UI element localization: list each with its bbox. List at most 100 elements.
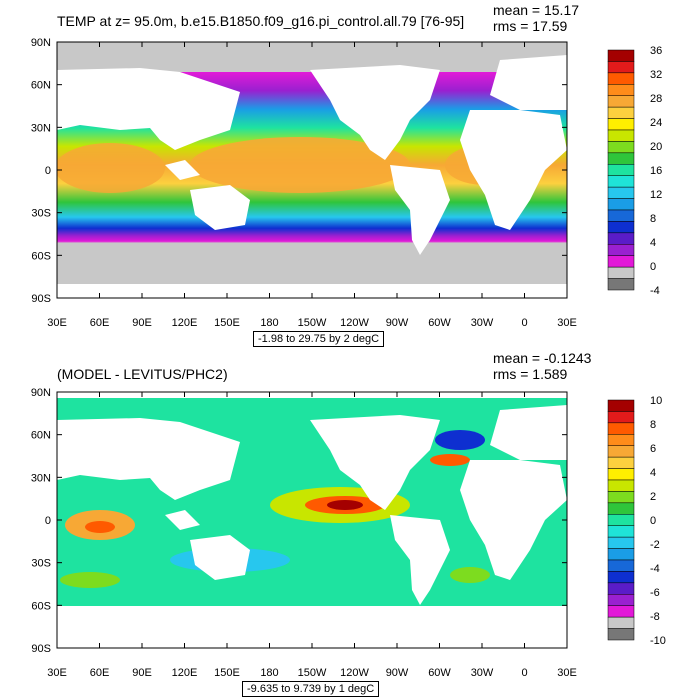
continent-africa: [460, 460, 567, 580]
bottom-panel-rms: rms = 1.589: [493, 366, 568, 382]
lat-tick-label: 60N: [31, 80, 51, 92]
colorbar-swatch: [607, 152, 635, 165]
colorbar-label: 0: [650, 515, 656, 527]
colorbar-swatch: [607, 164, 635, 176]
colorbar-swatch: [607, 141, 635, 154]
top-lat-axis: 90N 60N 30N 0 30S 60S 90S: [31, 37, 567, 305]
colorbar-swatch: [607, 548, 635, 561]
lon-tick-label: 30E: [557, 667, 577, 679]
continent-europe: [490, 405, 567, 460]
colorbar-swatch: [607, 198, 635, 211]
colorbar-swatch: [607, 594, 635, 606]
colorbar-swatch: [607, 525, 635, 538]
colorbar-label: 12: [650, 189, 662, 201]
lon-tick-label: 30W: [471, 667, 494, 679]
lat-tick-label: 60N: [31, 430, 51, 442]
continent-maritime-asia: [165, 510, 200, 530]
lat-tick-label: 90S: [31, 293, 51, 305]
colorbar-swatch: [607, 129, 635, 142]
bottom-panel-title: (MODEL - LEVITUS/PHC2): [57, 366, 228, 382]
lon-tick-label: 30E: [47, 317, 67, 329]
continent-eurasia-africa: [57, 68, 240, 150]
colorbar-swatch: [607, 479, 635, 492]
continent-eurasia-africa: [57, 418, 240, 500]
top-map-field: [57, 42, 567, 298]
colorbar-swatch: [607, 266, 635, 279]
lon-tick-label: 150W: [298, 317, 327, 329]
continent-africa: [460, 110, 567, 230]
lon-tick-label: 30E: [557, 317, 577, 329]
colorbar-swatch: [607, 278, 635, 291]
colorbar-swatch: [607, 422, 635, 435]
lon-tick-label: 60E: [90, 317, 110, 329]
colorbar-label: 0: [650, 261, 656, 273]
continent-south-america: [390, 165, 450, 255]
colorbar-swatch: [607, 95, 635, 108]
lon-tick-label: 150W: [298, 667, 327, 679]
lon-tick-label: 90W: [386, 317, 409, 329]
colorbar-label: -8: [650, 611, 660, 623]
lon-tick-label: 60W: [428, 317, 451, 329]
colorbar-label: -10: [650, 635, 666, 647]
colorbar-swatch: [607, 616, 635, 629]
lon-tick-label: 60W: [428, 667, 451, 679]
colorbar-swatch: [607, 49, 635, 62]
lat-tick-label: 0: [45, 515, 51, 527]
lat-tick-label: 30S: [31, 558, 51, 570]
colorbar-label: 6: [650, 443, 656, 455]
colorbar-label: -4: [650, 563, 660, 575]
colorbar-swatch: [607, 411, 635, 424]
bottom-panel-mean: mean = -0.1243: [493, 350, 592, 366]
continent-maritime-asia: [165, 160, 200, 180]
top-contour-range: -1.98 to 29.75 by 2 degC: [253, 331, 385, 347]
bottom-colorbar: 10 8 6 4 2 0 -2 -4 -6 -8 -10: [607, 395, 666, 647]
lon-tick-label: 150E: [214, 667, 240, 679]
colorbar-swatch: [607, 255, 635, 268]
colorbar-swatch: [607, 175, 635, 188]
colorbar-label: 8: [650, 419, 656, 431]
colorbar-label: 8: [650, 213, 656, 225]
colorbar-swatch: [607, 72, 635, 85]
continent-australia: [190, 535, 250, 580]
top-panel-title: TEMP at z= 95.0m, b.e15.B1850.f09_g16.pi…: [57, 13, 465, 29]
lat-tick-label: 60S: [31, 600, 51, 612]
colorbar-swatch: [607, 186, 635, 199]
top-lon-axis: 30E 60E 90E 120E 150E 180 150W 120W 90W 60W 30W 0 30…: [47, 42, 577, 329]
lon-tick-label: 120W: [340, 317, 369, 329]
colorbar-label: 4: [650, 237, 656, 249]
lat-tick-label: 30N: [31, 122, 51, 134]
lon-tick-label: 30E: [47, 667, 67, 679]
colorbar-swatch: [607, 399, 635, 412]
lat-tick-label: 90N: [31, 37, 51, 49]
lon-tick-label: 120W: [340, 667, 369, 679]
colorbar-swatch: [607, 209, 635, 222]
continent-north-america: [310, 415, 440, 510]
top-map-svg: 90N 60N 30N 0 30S 60S 90S 30E 60E 90E 120E 150E 180…: [31, 37, 577, 329]
lon-tick-label: 90E: [132, 317, 152, 329]
lon-tick-label: 120E: [172, 667, 198, 679]
colorbar-label: 16: [650, 165, 662, 177]
colorbar-swatch: [607, 628, 635, 641]
lat-tick-label: 0: [45, 165, 51, 177]
colorbar-swatch: [607, 106, 635, 119]
top-colorbar: 36 32 28 24 20 16 12 8 4 0 -4: [607, 45, 662, 297]
colorbar-label: 2: [650, 491, 656, 503]
colorbar-label: 32: [650, 69, 662, 81]
colorbar-swatch: [607, 571, 635, 584]
lat-tick-label: 30S: [31, 208, 51, 220]
colorbar-swatch: [607, 84, 635, 96]
colorbar-label: 20: [650, 141, 662, 153]
lon-tick-label: 0: [521, 317, 527, 329]
lon-tick-label: 120E: [172, 317, 198, 329]
lat-tick-label: 60S: [31, 250, 51, 262]
lon-tick-label: 150E: [214, 317, 240, 329]
lat-tick-label: 90S: [31, 643, 51, 655]
top-panel-rms: rms = 17.59: [493, 18, 568, 34]
lon-tick-label: 180: [260, 667, 278, 679]
colorbar-label: -4: [650, 285, 660, 297]
colorbar-swatch: [607, 514, 635, 526]
lon-tick-label: 90W: [386, 667, 409, 679]
colorbar-swatch: [607, 232, 635, 245]
bottom-contour-range: -9.635 to 9.739 by 1 degC: [242, 681, 380, 697]
colorbar-swatch: [607, 61, 635, 74]
